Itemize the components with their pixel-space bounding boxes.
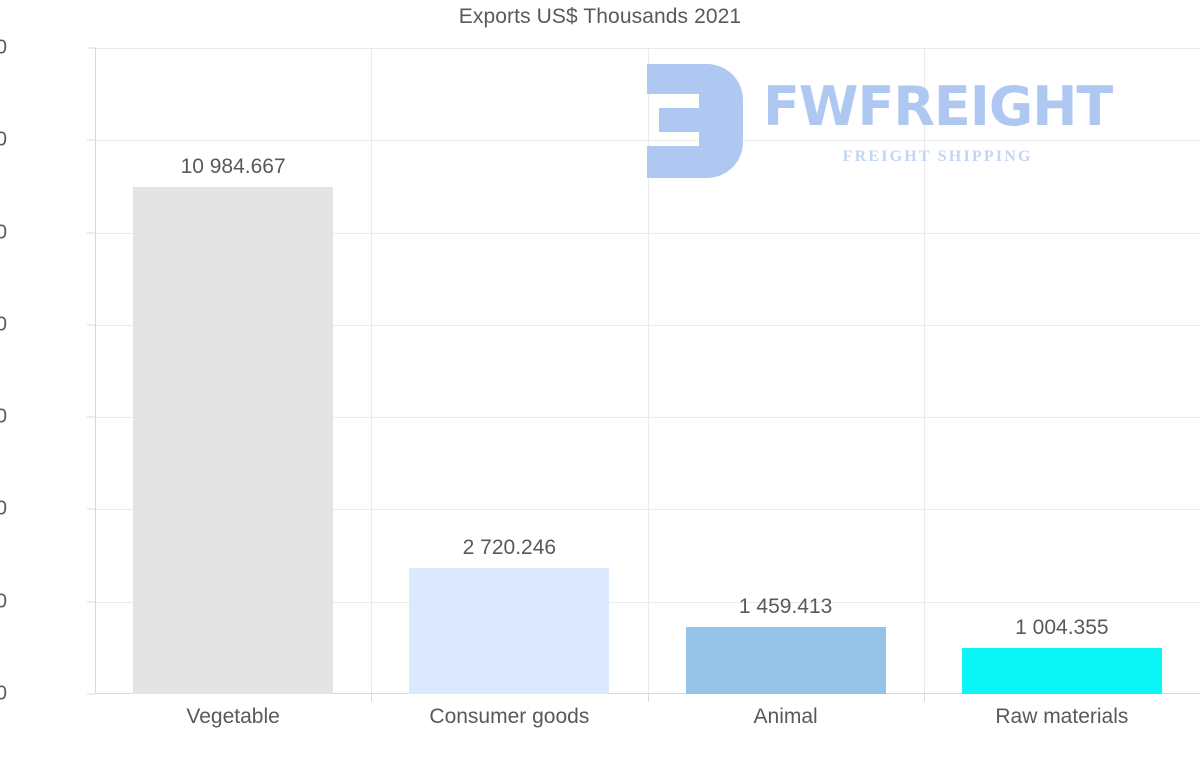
bar-value-label: 1 459.413 [738, 594, 833, 618]
bar[interactable] [133, 187, 334, 694]
gridline-horizontal [95, 417, 1200, 419]
y-axis-tick-mark [87, 416, 95, 418]
bar[interactable] [961, 647, 1162, 694]
y-axis-tick-mark [87, 693, 95, 695]
y-axis-tick-label: 0 [0, 682, 7, 705]
x-axis-line [95, 693, 1200, 694]
y-axis-tick-label: 10 000 [0, 221, 7, 244]
y-axis-tick-mark [87, 139, 95, 141]
bar[interactable] [409, 568, 610, 694]
y-axis-tick-mark [87, 232, 95, 234]
x-axis-tick-label: Animal [753, 705, 818, 728]
x-axis-tick-mark [371, 694, 372, 702]
gridline-vertical [648, 48, 649, 694]
bar[interactable] [685, 626, 886, 694]
x-axis-tick-label: Vegetable [186, 705, 280, 728]
bar-value-label: 2 720.246 [462, 536, 557, 560]
y-axis-tick-mark [87, 508, 95, 510]
gridline-horizontal [95, 601, 1200, 603]
x-axis-tick-label: Raw materials [995, 705, 1129, 728]
y-axis-tick-label: 14 000 [0, 36, 7, 59]
y-axis-tick-mark [87, 324, 95, 326]
y-axis-line [95, 48, 96, 694]
gridline-horizontal [95, 509, 1200, 511]
y-axis-tick-label: 2 000 [0, 590, 7, 613]
x-axis-tick-mark [924, 694, 925, 702]
y-axis-tick-label: 4 000 [0, 497, 7, 520]
gridline-horizontal [95, 232, 1200, 234]
plot-area: 10 984.667 2 720.246 1 459.413 1 004.355 [95, 48, 1200, 694]
y-axis-tick-label: 12 000 [0, 128, 7, 151]
y-axis-tick-label: 6 000 [0, 405, 7, 428]
x-axis-tick-label: Consumer goods [429, 705, 590, 728]
y-axis-tick-mark [87, 601, 95, 603]
bar-value-label: 1 004.355 [1015, 615, 1109, 639]
y-axis-tick-mark [87, 47, 95, 49]
gridline-horizontal [95, 48, 1200, 49]
x-axis-tick-mark [648, 694, 649, 702]
bar-value-label: 10 984.667 [180, 155, 286, 179]
gridline-horizontal [95, 324, 1200, 326]
chart-title: Exports US$ Thousands 2021 [458, 5, 742, 28]
y-axis-tick-label: 8 000 [0, 313, 7, 336]
gridline-vertical [924, 48, 925, 694]
gridline-vertical [371, 48, 372, 694]
